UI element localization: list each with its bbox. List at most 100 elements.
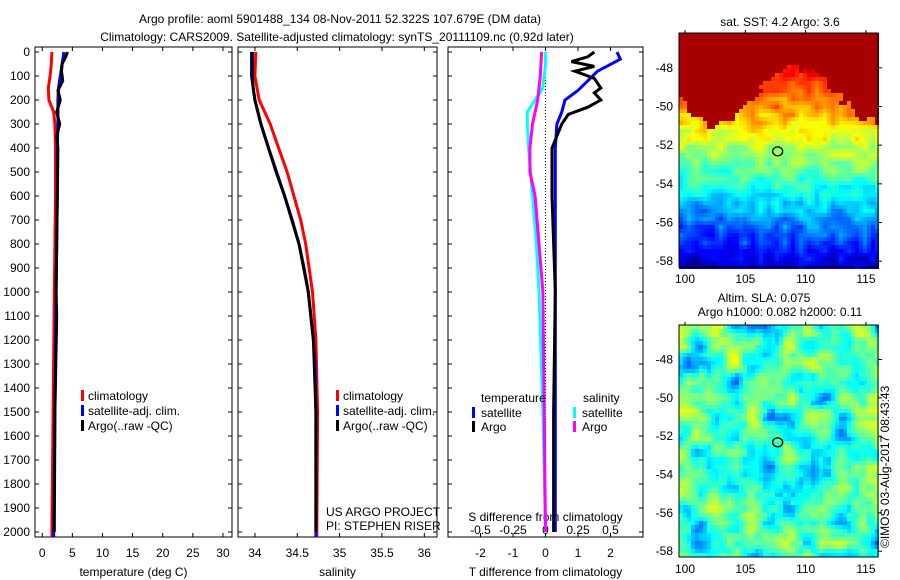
- map-cell: [759, 45, 763, 49]
- map-cell: [775, 153, 779, 157]
- map-cell: [763, 421, 767, 425]
- map-cell: [699, 409, 703, 413]
- map-cell: [703, 185, 707, 189]
- map-cell: [699, 129, 703, 133]
- map-cell: [863, 325, 867, 329]
- x-tick-label: 0: [39, 546, 46, 560]
- map-cell: [691, 369, 695, 373]
- map-cell: [811, 381, 815, 385]
- map-cell: [799, 385, 803, 389]
- map-cell: [851, 237, 855, 241]
- map-cell: [807, 105, 811, 109]
- map-cell: [787, 229, 791, 233]
- map-cell: [799, 69, 803, 73]
- map-cell: [831, 461, 835, 465]
- map-cell: [683, 213, 687, 217]
- map-cell: [799, 441, 803, 445]
- map-cell: [803, 193, 807, 197]
- map-cell: [859, 461, 863, 465]
- map-cell: [703, 145, 707, 149]
- map-cell: [839, 125, 843, 129]
- map-cell: [875, 437, 879, 441]
- map-cell: [739, 37, 743, 41]
- map-cell: [707, 333, 711, 337]
- map-cell: [683, 173, 687, 177]
- map-cell: [751, 149, 755, 153]
- map-cell: [787, 209, 791, 213]
- map-cell: [715, 149, 719, 153]
- legend-swatch: [336, 420, 339, 431]
- map-cell: [855, 397, 859, 401]
- map-cell: [799, 201, 803, 205]
- series-line-t-satellite: [553, 51, 623, 532]
- map-cell: [807, 213, 811, 217]
- map-cell: [855, 81, 859, 85]
- map-cell: [775, 381, 779, 385]
- map-cell: [799, 373, 803, 377]
- map-cell: [735, 173, 739, 177]
- map-cell: [759, 53, 763, 57]
- map-cell: [679, 357, 683, 361]
- map-cell: [811, 209, 815, 213]
- map-cell: [755, 385, 759, 389]
- map-cell: [783, 441, 787, 445]
- map-cell: [791, 49, 795, 53]
- map-cell: [695, 77, 699, 81]
- map-cell: [711, 365, 715, 369]
- map-cell: [755, 221, 759, 225]
- map-cell: [679, 97, 683, 101]
- map-cell: [827, 241, 831, 245]
- map-cell: [811, 197, 815, 201]
- map-cell: [851, 213, 855, 217]
- map-cell: [739, 33, 743, 37]
- map-cell: [723, 97, 727, 101]
- map-cell: [755, 89, 759, 93]
- y-tick-label: 1800: [3, 477, 30, 491]
- map-cell: [739, 109, 743, 113]
- map-cell: [803, 221, 807, 225]
- map-cell: [767, 385, 771, 389]
- map-cell: [691, 353, 695, 357]
- map-cell: [707, 437, 711, 441]
- map-cell: [835, 37, 839, 41]
- map-cell: [759, 393, 763, 397]
- map-cell: [863, 217, 867, 221]
- map-cell: [795, 381, 799, 385]
- map-cell: [679, 77, 683, 81]
- map-cell: [815, 405, 819, 409]
- map-cell: [811, 337, 815, 341]
- map-cell: [847, 393, 851, 397]
- map-cell: [719, 325, 723, 329]
- map-cell: [851, 445, 855, 449]
- map-cell: [871, 49, 875, 53]
- map-cell: [851, 133, 855, 137]
- map-cell: [811, 37, 815, 41]
- map-cell: [847, 409, 851, 413]
- map-cell: [843, 401, 847, 405]
- map-cell: [759, 101, 763, 105]
- map-cell: [815, 217, 819, 221]
- map-cell: [775, 361, 779, 365]
- map-cell: [851, 173, 855, 177]
- map-cell: [763, 201, 767, 205]
- map-cell: [683, 389, 687, 393]
- map-cell: [771, 421, 775, 425]
- map-cell: [723, 461, 727, 465]
- map-cell: [803, 197, 807, 201]
- map-cell: [771, 209, 775, 213]
- map-cell: [751, 105, 755, 109]
- map-cell: [839, 93, 843, 97]
- map-cell: [695, 41, 699, 45]
- map-cell: [819, 81, 823, 85]
- map-cell: [775, 97, 779, 101]
- map-cell: [735, 253, 739, 257]
- map-cell: [843, 73, 847, 77]
- map-cell: [871, 177, 875, 181]
- map-cell: [823, 217, 827, 221]
- map-cell: [815, 445, 819, 449]
- map-cell: [863, 333, 867, 337]
- map-cell: [739, 121, 743, 125]
- map-cell: [863, 365, 867, 369]
- map-cell: [843, 89, 847, 93]
- map-cell: [707, 257, 711, 261]
